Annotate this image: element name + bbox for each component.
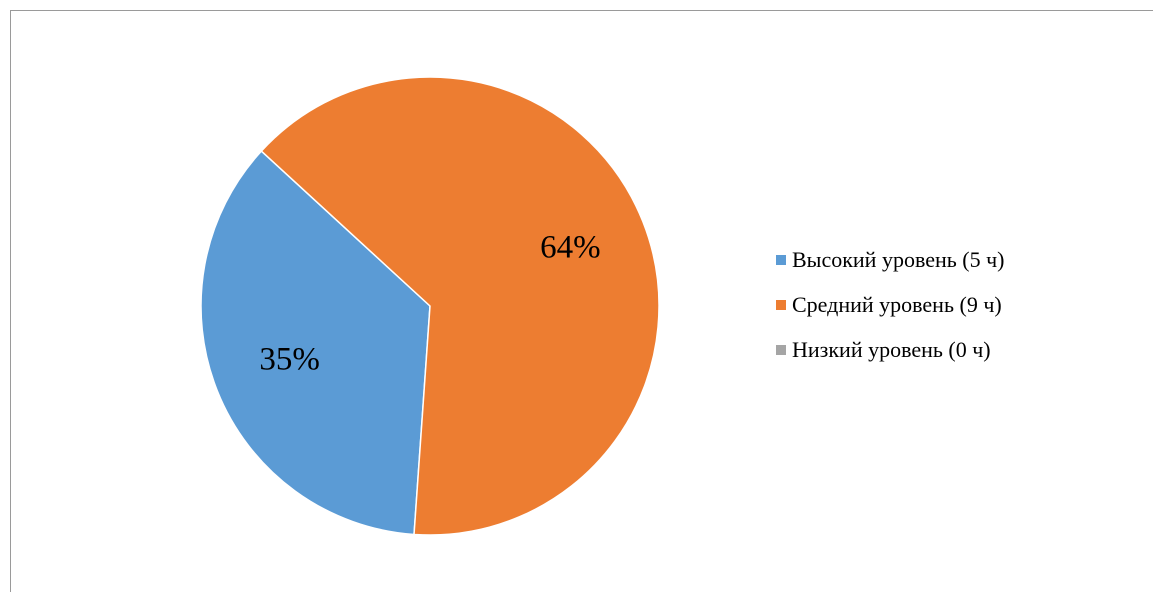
- legend-label-low: Низкий уровень (0 ч): [792, 336, 991, 362]
- chart-legend: Высокий уровень (5 ч) Средний уровень (9…: [776, 247, 1005, 362]
- legend-label-high: Высокий уровень (5 ч): [792, 246, 1005, 272]
- chart-area: [10, 10, 1153, 592]
- data-label-medium: 64%: [540, 230, 601, 266]
- pie-slice-medium: [260, 76, 660, 536]
- legend-swatch-low: [776, 344, 786, 355]
- legend-item-medium: Средний уровень (9 ч): [776, 292, 1005, 317]
- legend-item-high: Высокий уровень (5 ч): [776, 247, 1005, 272]
- legend-swatch-high: [776, 254, 786, 265]
- pie-slice-high: [200, 150, 431, 536]
- legend-label-medium: Средний уровень (9 ч): [792, 291, 1002, 317]
- data-label-high: 35%: [259, 341, 320, 377]
- legend-swatch-medium: [776, 299, 786, 310]
- legend-item-low: Низкий уровень (0 ч): [776, 337, 1005, 362]
